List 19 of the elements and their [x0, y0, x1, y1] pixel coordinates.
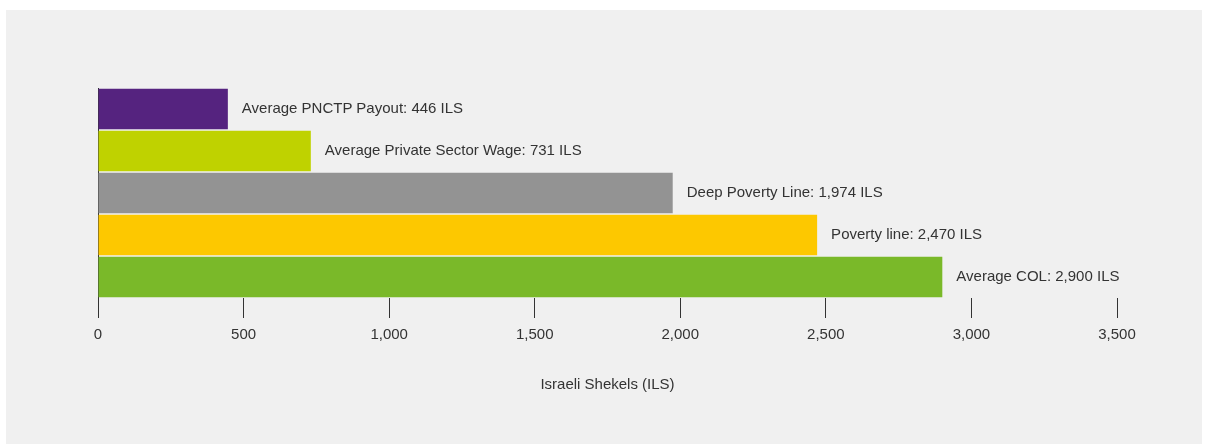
data-label: Average COL: 2,900 ILS [956, 267, 1120, 285]
x-tick-label: 0 [93, 325, 103, 343]
bar [98, 256, 943, 298]
bar [98, 214, 818, 256]
x-tick-label: 1,500 [515, 325, 554, 343]
bar [98, 130, 311, 172]
data-label: Average Private Sector Wage: 731 ILS [324, 141, 582, 159]
bar [98, 88, 228, 130]
x-tick-label: 1,000 [370, 325, 408, 343]
x-tick-label: 3,000 [952, 325, 991, 343]
data-label: Deep Poverty Line: 1,974 ILS [686, 183, 883, 201]
x-axis-title: Israeli Shekels (ILS) [540, 375, 675, 393]
x-tick-label: 500 [231, 325, 257, 343]
x-tick-label: 2,500 [807, 325, 845, 343]
x-tick-label: 2,000 [661, 325, 700, 343]
data-label: Poverty line: 2,470 ILS [831, 225, 983, 243]
data-label: Average PNCTP Payout: 446 ILS [241, 99, 464, 117]
bar [98, 172, 673, 214]
x-tick-label: 3,500 [1098, 325, 1136, 343]
